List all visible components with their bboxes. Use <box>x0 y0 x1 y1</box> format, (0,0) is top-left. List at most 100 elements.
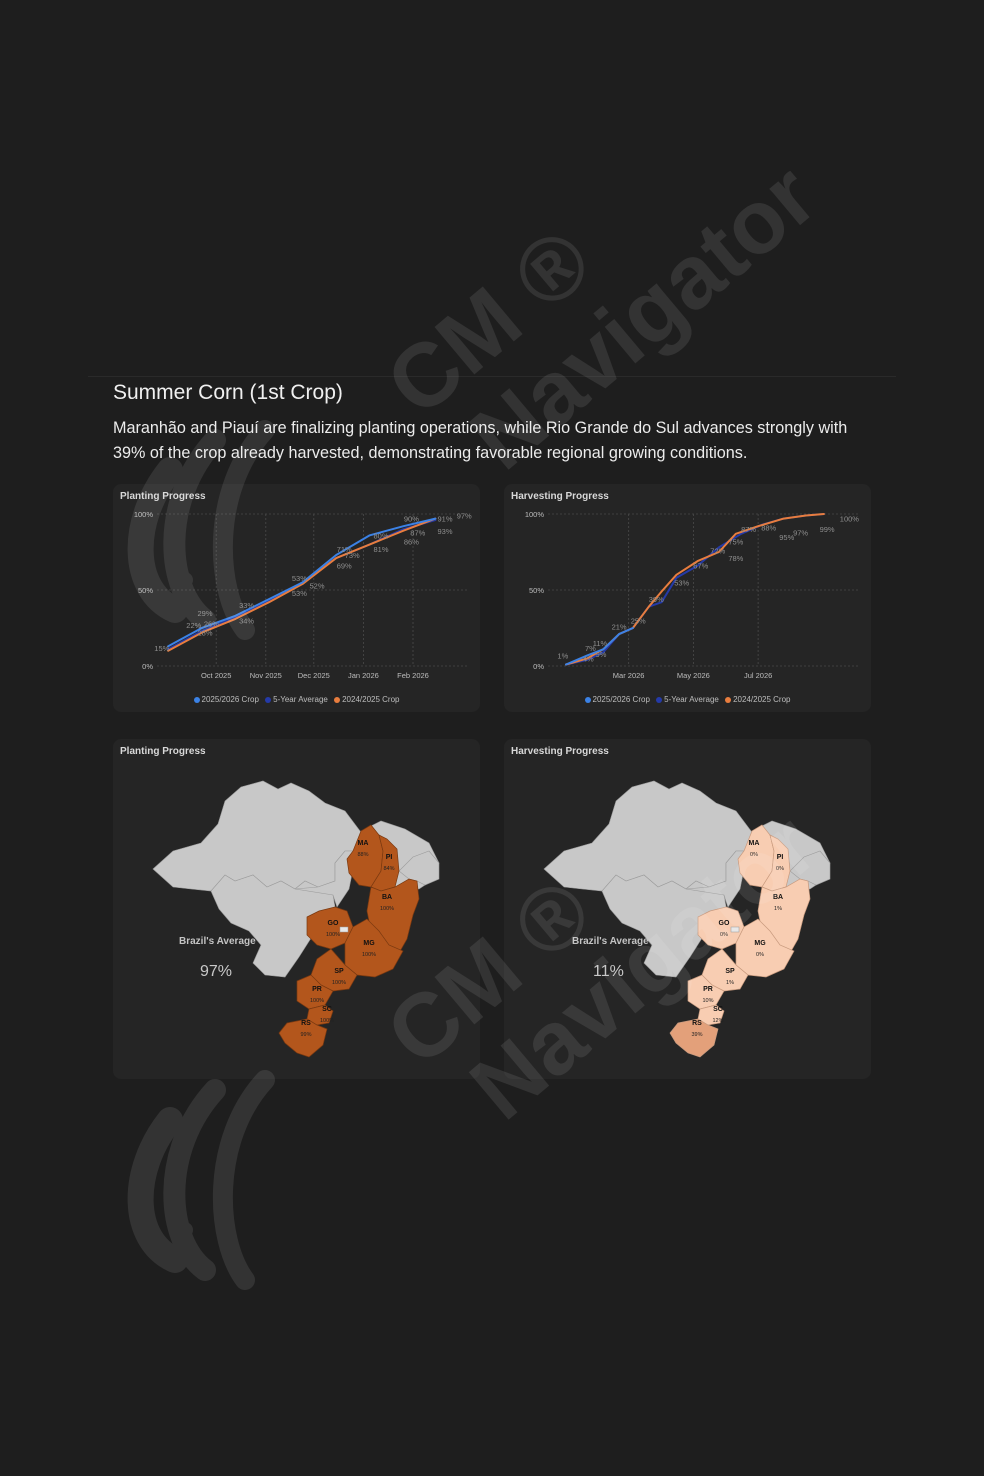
data-label: 80% <box>373 531 388 540</box>
legend-label: 2024/2025 Crop <box>733 695 791 704</box>
state-value-label: 0% <box>750 852 758 858</box>
map-title: Harvesting Progress <box>511 746 609 757</box>
data-label: 67% <box>693 562 708 571</box>
state-code-label: SP <box>725 968 735 975</box>
chart-legend: 2025/2026 Crop 5-Year Average 2024/2025 … <box>113 695 480 704</box>
data-label: 87% <box>741 525 756 534</box>
data-label: 29% <box>197 609 212 618</box>
planting-progress-chart: Planting Progress 100% 50% 0% Oct 2025 Nov 2… <box>113 484 480 712</box>
planting-progress-map: Planting Progress MA 88% PI 84% BA 100% GO 100%… <box>113 739 480 1079</box>
data-label: 21% <box>612 623 627 632</box>
data-label: 39% <box>649 595 664 604</box>
state-rs <box>278 1018 328 1058</box>
data-label: 34% <box>239 616 254 625</box>
map-title: Planting Progress <box>120 746 206 757</box>
state-value-label: 100% <box>326 932 340 938</box>
data-label: 100% <box>840 515 860 524</box>
x-tick-label: May 2026 <box>677 671 710 680</box>
y-tick-label: 100% <box>525 510 545 519</box>
legend-item-five-year[interactable]: 5-Year Average <box>265 695 328 704</box>
state-value-label: 39% <box>691 1032 702 1038</box>
state-value-label: 100% <box>310 998 324 1004</box>
data-label: 91% <box>437 515 452 524</box>
state-value-label: 0% <box>756 952 764 958</box>
state-code-label: PI <box>386 854 393 861</box>
data-label: 15% <box>154 644 169 653</box>
legend-label: 5-Year Average <box>664 695 719 704</box>
data-label: 75% <box>728 537 743 546</box>
legend-dot <box>334 697 341 703</box>
state-value-label: 10% <box>702 998 713 1004</box>
data-label: 11% <box>593 639 608 648</box>
data-label: 95% <box>779 533 794 542</box>
series-line <box>565 627 634 666</box>
watermark-line1: CM ® <box>369 210 610 435</box>
series-line <box>167 517 437 652</box>
legend-dot <box>584 697 591 703</box>
data-label: 53% <box>292 589 307 598</box>
y-tick-label: 0% <box>533 662 544 671</box>
legend-label: 2025/2026 Crop <box>201 695 259 704</box>
x-tick-label: Feb 2026 <box>397 671 429 680</box>
data-label: 53% <box>292 574 307 583</box>
data-label: 33% <box>239 601 254 610</box>
data-label: 97% <box>793 528 808 537</box>
data-label: 71% <box>337 545 352 554</box>
state-code-label: MG <box>363 940 375 947</box>
state-value-label: 1% <box>726 980 734 986</box>
region-northwest <box>152 780 364 892</box>
y-tick-label: 0% <box>142 662 153 671</box>
brazil-average-value: 97% <box>200 963 233 980</box>
state-code-label: SP <box>334 968 344 975</box>
data-label: 72% <box>710 547 725 556</box>
state-code-label: RS <box>301 1020 311 1027</box>
state-pr <box>296 974 334 1010</box>
data-label: 97% <box>457 512 472 521</box>
legend-item-previous[interactable]: 2024/2025 Crop <box>334 695 399 704</box>
state-pr <box>687 974 725 1010</box>
state-code-label: BA <box>773 894 783 901</box>
harvesting-progress-map: Harvesting Progress MA 0% PI 0% BA 1% GO 0% MG 0%… <box>504 739 871 1079</box>
x-tick-label: Dec 2025 <box>298 671 330 680</box>
brazil-map: MA 88% PI 84% BA 100% GO 100% MG 100% SP 100% PR 100%… <box>152 780 440 1058</box>
state-code-label: MA <box>358 840 369 847</box>
section-divider <box>88 376 896 377</box>
state-df <box>339 926 349 933</box>
section-description: Maranhão and Piauí are finalizing planti… <box>113 419 848 462</box>
legend-item-five-year[interactable]: 5-Year Average <box>656 695 719 704</box>
state-value-label: 100% <box>332 980 346 986</box>
legend-item-current[interactable]: 2025/2026 Crop <box>193 695 259 704</box>
legend-label: 2024/2025 Crop <box>342 695 400 704</box>
state-value-label: 99% <box>300 1032 311 1038</box>
state-value-label: 84% <box>383 866 394 872</box>
data-label: 28% <box>197 629 212 638</box>
data-label: 78% <box>728 554 743 563</box>
state-code-label: RS <box>692 1020 702 1027</box>
section-title: Summer Corn (1st Crop) <box>113 381 343 404</box>
legend-item-previous[interactable]: 2024/2025 Crop <box>725 695 790 704</box>
state-value-label: 100% <box>380 906 394 912</box>
data-label: 90% <box>404 515 419 524</box>
data-label: 86% <box>404 537 419 546</box>
state-code-label: MA <box>749 840 760 847</box>
legend-dot <box>265 697 272 703</box>
brazil-average-label: Brazil's Average <box>572 936 649 947</box>
data-label: 87% <box>410 528 425 537</box>
legend-dot <box>193 697 200 703</box>
x-tick-label: Jan 2026 <box>348 671 379 680</box>
legend-dot <box>656 697 663 703</box>
state-value-label: 12% <box>712 1018 723 1024</box>
state-value-label: 100% <box>320 1018 334 1024</box>
legend-item-current[interactable]: 2025/2026 Crop <box>584 695 650 704</box>
data-label: 93% <box>437 527 452 536</box>
state-value-label: 0% <box>720 932 728 938</box>
state-value-label: 88% <box>357 852 368 858</box>
data-label: 26% <box>204 619 219 628</box>
data-label: 88% <box>761 524 776 533</box>
harvesting-progress-chart: Harvesting Progress 100% 50% 0% Mar 2026 May… <box>504 484 871 712</box>
data-label: 73% <box>345 551 360 560</box>
state-code-label: MG <box>754 940 766 947</box>
state-code-label: GO <box>719 920 730 927</box>
state-rs <box>669 1018 719 1058</box>
